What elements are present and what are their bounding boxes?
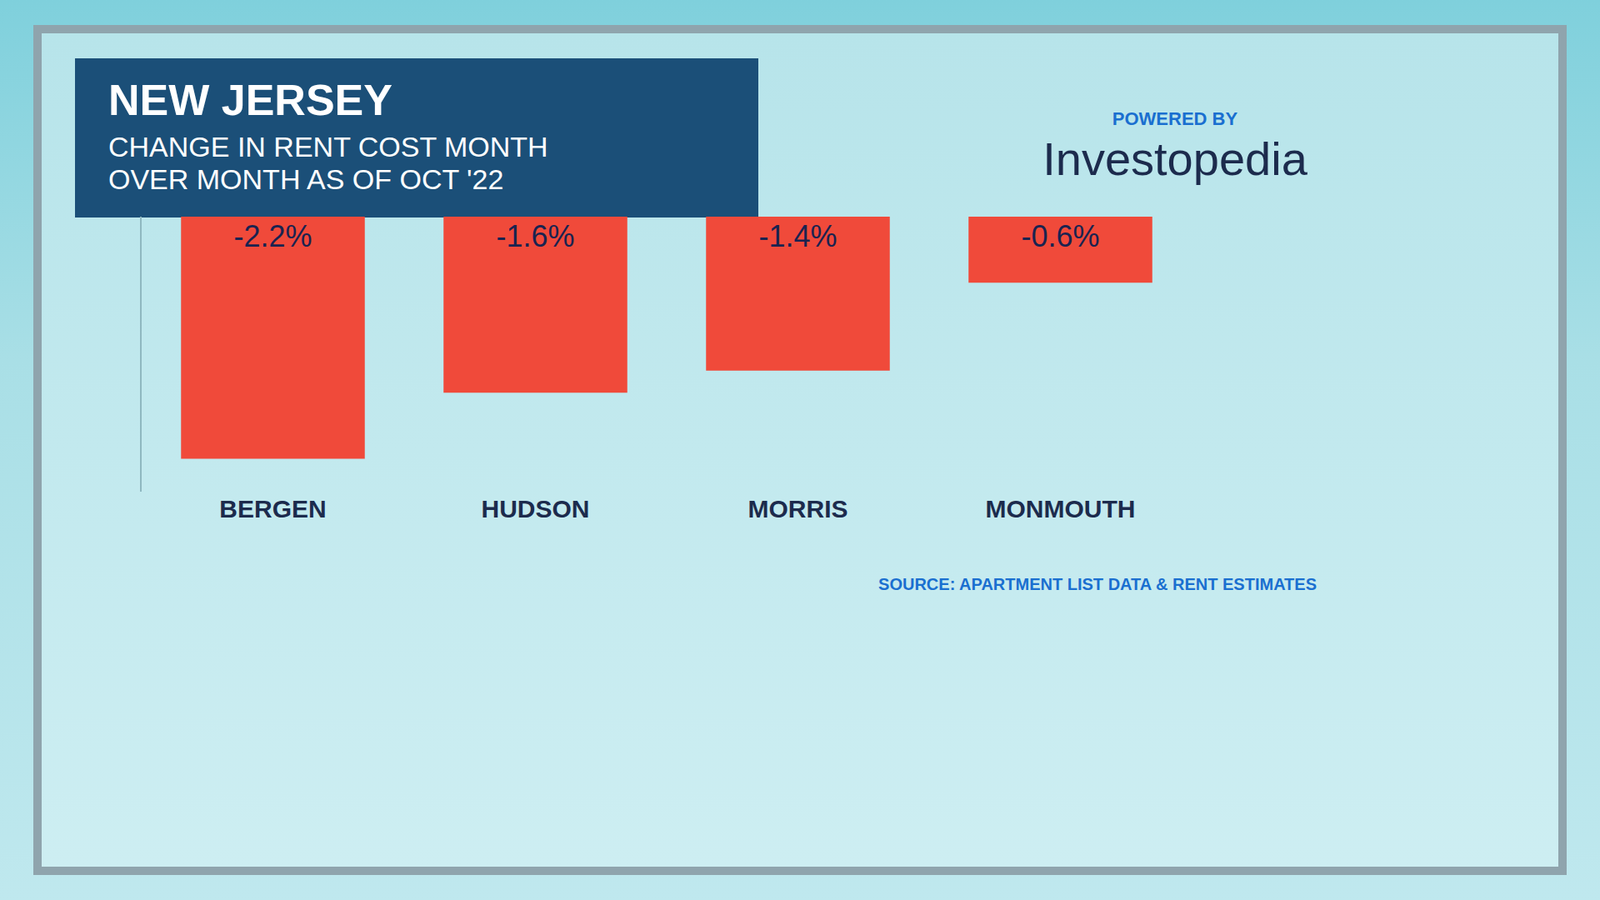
svg-text:MONMOUTH: MONMOUTH: [985, 495, 1136, 523]
svg-text:BERGEN: BERGEN: [219, 495, 326, 523]
svg-text:-0.6%: -0.6%: [1020, 219, 1100, 254]
html-text:Investopedia: Investopedia: [1042, 132, 1308, 185]
html-text:NEW JERSEY: NEW JERSEY: [108, 75, 393, 125]
svg-text:MORRIS: MORRIS: [748, 495, 849, 523]
svg-text:HUDSON: HUDSON: [480, 495, 590, 523]
svg-text:-1.6%: -1.6%: [495, 219, 575, 254]
html-text:POWERED BY: POWERED BY: [1112, 108, 1238, 130]
html-text:SOURCE: APARTMENT LIST DATA &: SOURCE: APARTMENT LIST DATA & RENT ESTIM…: [878, 575, 1317, 594]
svg-text:-1.4%: -1.4%: [758, 219, 837, 254]
svg-text:-2.2%: -2.2%: [233, 219, 312, 254]
html-text:CHANGE IN RENT COST MONTH OVER: CHANGE IN RENT COST MONTH OVER MONTH AS …: [108, 131, 549, 196]
